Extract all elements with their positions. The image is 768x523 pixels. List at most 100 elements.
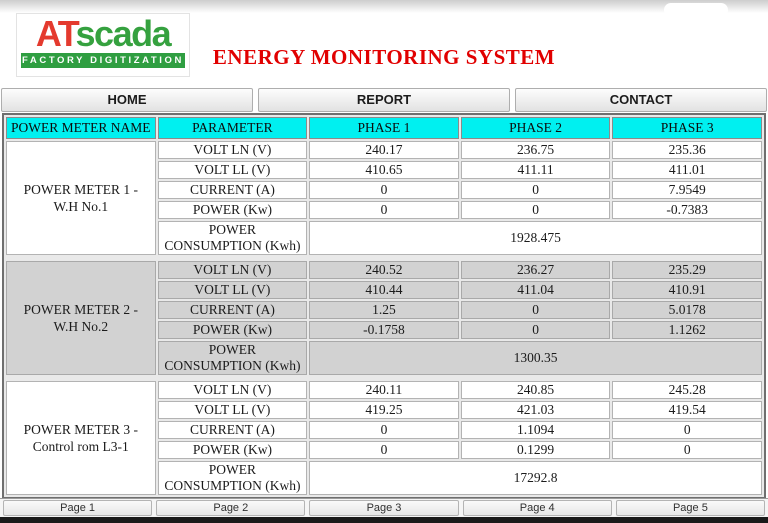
consumption-label: POWER CONSUMPTION (Kwh) bbox=[157, 221, 308, 255]
table-row: CURRENT (A) 0 1.1094 0 bbox=[6, 421, 762, 439]
phase-1-value: 410.65 bbox=[309, 161, 459, 179]
logo-tagline: FACTORY DIGITIZATION bbox=[21, 53, 185, 68]
meter-name: POWER METER 3 - Control rom L3-1 bbox=[6, 381, 156, 495]
phase-1-value: 1.25 bbox=[309, 301, 459, 319]
phase-1-value: 240.11 bbox=[309, 381, 459, 399]
parameter-label: VOLT LN (V) bbox=[157, 381, 308, 399]
phase-3-value: 245.28 bbox=[612, 381, 762, 399]
phase-3-value: 0 bbox=[612, 441, 762, 459]
column-header-phase-1: PHASE 1 bbox=[309, 117, 459, 139]
phase-2-value: 1.1094 bbox=[460, 421, 611, 439]
phase-3-value: 1.1262 bbox=[612, 321, 762, 339]
logo-part-scada: scada bbox=[75, 13, 172, 54]
phase-2-value: 411.11 bbox=[460, 161, 611, 179]
nav-home-button[interactable]: HOME bbox=[1, 88, 253, 112]
consumption-label: POWER CONSUMPTION (Kwh) bbox=[157, 461, 308, 495]
consumption-label: POWER CONSUMPTION (Kwh) bbox=[157, 341, 308, 375]
parameter-label: CURRENT (A) bbox=[157, 181, 308, 199]
phase-3-value: 5.0178 bbox=[612, 301, 762, 319]
phase-1-value: 240.52 bbox=[309, 261, 459, 279]
top-right-tab bbox=[664, 3, 728, 17]
table-header-row: POWER METER NAME PARAMETER PHASE 1 PHASE… bbox=[6, 117, 762, 139]
logo-wordmark: ATscada bbox=[21, 16, 185, 52]
phase-2-value: 411.04 bbox=[460, 281, 611, 299]
consumption-row: POWER CONSUMPTION (Kwh) 1928.475 bbox=[6, 221, 762, 255]
phase-2-value: 236.75 bbox=[460, 141, 611, 159]
meters-table-wrap: POWER METER NAME PARAMETER PHASE 1 PHASE… bbox=[2, 113, 766, 499]
consumption-row: POWER CONSUMPTION (Kwh) 1300.35 bbox=[6, 341, 762, 375]
table-row: VOLT LL (V) 410.65 411.11 411.01 bbox=[6, 161, 762, 179]
table-row: POWER METER 3 - Control rom L3-1 VOLT LN … bbox=[6, 381, 762, 495]
phase-2-value: 240.85 bbox=[460, 381, 611, 399]
table-row: VOLT LL (V) 410.44 411.04 410.91 bbox=[6, 281, 762, 299]
table-row: VOLT LL (V) 419.25 421.03 419.54 bbox=[6, 401, 762, 419]
column-header-phase-2: PHASE 2 bbox=[460, 117, 611, 139]
phase-3-value: 235.36 bbox=[612, 141, 762, 159]
page-4-button[interactable]: Page 4 bbox=[462, 500, 612, 516]
page-2-button[interactable]: Page 2 bbox=[156, 500, 306, 516]
table-row: POWER (Kw) 0 0 -0.7383 bbox=[6, 201, 762, 219]
table-row: CURRENT (A) 1.25 0 5.0178 bbox=[6, 301, 762, 319]
nav-bar: HOME REPORT CONTACT bbox=[1, 88, 767, 112]
phase-2-value: 421.03 bbox=[460, 401, 611, 419]
top-gradient-strip bbox=[0, 0, 768, 13]
consumption-row: POWER CONSUMPTION (Kwh) 17292.8 bbox=[6, 461, 762, 495]
meters-tbody: POWER METER 1 - W.H No.1 VOLT LN (V) 240.1… bbox=[6, 141, 762, 495]
phase-2-value: 0 bbox=[460, 301, 611, 319]
meters-table: POWER METER NAME PARAMETER PHASE 1 PHASE… bbox=[2, 113, 766, 499]
logo-part-at: AT bbox=[35, 13, 77, 54]
spacer-cell bbox=[6, 257, 762, 259]
parameter-label: POWER (Kw) bbox=[157, 321, 308, 339]
column-header-phase-3: PHASE 3 bbox=[612, 117, 762, 139]
phase-3-value: 410.91 bbox=[612, 281, 762, 299]
page-title: ENERGY MONITORING SYSTEM bbox=[212, 45, 556, 69]
parameter-label: POWER (Kw) bbox=[157, 441, 308, 459]
spacer-cell bbox=[6, 377, 762, 379]
parameter-label: POWER (Kw) bbox=[157, 201, 308, 219]
parameter-label: CURRENT (A) bbox=[157, 301, 308, 319]
parameter-label: VOLT LL (V) bbox=[157, 161, 308, 179]
atscada-logo: ATscada FACTORY DIGITIZATION bbox=[16, 13, 190, 77]
parameter-label: VOLT LL (V) bbox=[157, 281, 308, 299]
table-row: POWER (Kw) 0 0.1299 0 bbox=[6, 441, 762, 459]
page-1-button[interactable]: Page 1 bbox=[3, 500, 153, 516]
parameter-label: CURRENT (A) bbox=[157, 421, 308, 439]
phase-3-value: 419.54 bbox=[612, 401, 762, 419]
phase-3-value: -0.7383 bbox=[612, 201, 762, 219]
phase-2-value: 0 bbox=[460, 181, 611, 199]
phase-1-value: -0.1758 bbox=[309, 321, 459, 339]
table-row: CURRENT (A) 0 0 7.9549 bbox=[6, 181, 762, 199]
phase-3-value: 235.29 bbox=[612, 261, 762, 279]
phase-1-value: 0 bbox=[309, 181, 459, 199]
parameter-label: VOLT LN (V) bbox=[157, 141, 308, 159]
section-spacer bbox=[6, 257, 762, 259]
meter-name: POWER METER 1 - W.H No.1 bbox=[6, 141, 156, 255]
phase-3-value: 7.9549 bbox=[612, 181, 762, 199]
page-5-button[interactable]: Page 5 bbox=[615, 500, 766, 516]
column-header-parameter: PARAMETER bbox=[157, 117, 308, 139]
phase-2-value: 0.1299 bbox=[460, 441, 611, 459]
nav-contact-button[interactable]: CONTACT bbox=[515, 88, 767, 112]
phase-1-value: 0 bbox=[309, 201, 459, 219]
phase-1-value: 0 bbox=[309, 441, 459, 459]
consumption-value: 1928.475 bbox=[309, 221, 762, 255]
phase-1-value: 0 bbox=[309, 421, 459, 439]
meter-name: POWER METER 2 - W.H No.2 bbox=[6, 261, 156, 375]
bottom-dark-bar bbox=[0, 517, 768, 523]
page-3-button[interactable]: Page 3 bbox=[309, 500, 459, 516]
nav-report-button[interactable]: REPORT bbox=[258, 88, 510, 112]
parameter-label: VOLT LN (V) bbox=[157, 261, 308, 279]
section-spacer bbox=[6, 377, 762, 379]
table-row: POWER METER 1 - W.H No.1 VOLT LN (V) 240.1… bbox=[6, 141, 762, 255]
phase-2-value: 0 bbox=[460, 321, 611, 339]
column-header-meter-name: POWER METER NAME bbox=[6, 117, 156, 139]
consumption-value: 1300.35 bbox=[309, 341, 762, 375]
pagination-bar: Page 1 Page 2 Page 3 Page 4 Page 5 bbox=[0, 498, 768, 517]
consumption-value: 17292.8 bbox=[309, 461, 762, 495]
phase-2-value: 236.27 bbox=[460, 261, 611, 279]
phase-3-value: 411.01 bbox=[612, 161, 762, 179]
table-row: POWER METER 2 - W.H No.2 VOLT LN (V) 240.5… bbox=[6, 261, 762, 375]
phase-1-value: 410.44 bbox=[309, 281, 459, 299]
parameter-label: VOLT LL (V) bbox=[157, 401, 308, 419]
phase-1-value: 240.17 bbox=[309, 141, 459, 159]
